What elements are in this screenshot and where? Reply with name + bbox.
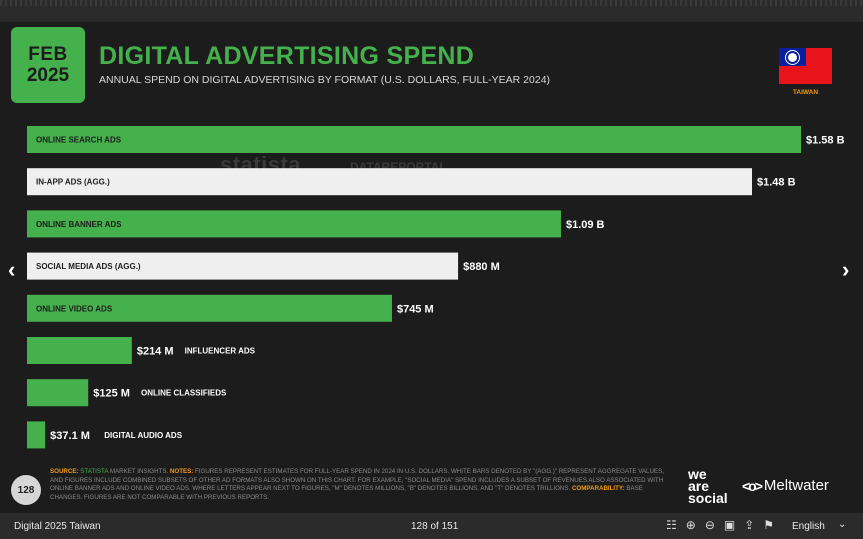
bar-chart: $1.58 B ONLINE SEARCH ADS $1.48 B IN-APP AD… bbox=[27, 126, 845, 449]
bar bbox=[27, 379, 89, 407]
source-label: SOURCE: bbox=[50, 468, 79, 475]
next-slide-arrow-icon[interactable]: › bbox=[842, 257, 850, 282]
badge-month: FEB bbox=[28, 44, 68, 65]
chevron-down-icon[interactable]: ⌄ bbox=[838, 519, 847, 530]
category-label: DIGITAL AUDIO ADS bbox=[104, 431, 182, 440]
value-label: $214 M bbox=[137, 346, 174, 358]
notes-label: NOTES: bbox=[169, 468, 194, 475]
bar bbox=[27, 168, 753, 196]
share-icon[interactable]: ⇪ bbox=[744, 518, 755, 532]
category-label: INFLUENCER ADS bbox=[185, 347, 256, 356]
previous-slide-arrow-icon[interactable]: ‹ bbox=[8, 257, 16, 282]
value-label: $1.09 B bbox=[566, 219, 605, 231]
notes-text: FIGURES REPRESENT ESTIMATES FOR FULL-YEA… bbox=[50, 468, 664, 493]
logo-word: are bbox=[688, 478, 710, 494]
slide-subtitle: ANNUAL SPEND ON DIGITAL ADVERTISING BY F… bbox=[99, 74, 551, 86]
date-badge: FEB 2025 bbox=[11, 27, 85, 103]
badge-year: 2025 bbox=[26, 65, 70, 86]
category-label: SOCIAL MEDIA ADS (AGG.) bbox=[36, 262, 141, 271]
value-label: $1.48 B bbox=[757, 177, 796, 189]
category-label: ONLINE CLASSIFIEDS bbox=[141, 389, 227, 398]
bar bbox=[27, 421, 46, 449]
viewer-toolbar: Digital 2025 Taiwan 128 of 151 ☷ ⊕ ⊖ ▣ ⇪… bbox=[0, 513, 863, 539]
slide-title: DIGITAL ADVERTISING SPEND bbox=[99, 42, 475, 70]
flag-icon[interactable]: ⚑ bbox=[763, 518, 775, 532]
flag-sun bbox=[788, 52, 797, 62]
comparability-label: COMPARABILITY: bbox=[571, 485, 625, 493]
value-label: $745 M bbox=[397, 303, 434, 315]
bar bbox=[27, 294, 392, 322]
zoom-out-icon[interactable]: ⊖ bbox=[704, 518, 715, 532]
category-label: ONLINE SEARCH ADS bbox=[36, 136, 122, 145]
page-indicator: 128 of 151 bbox=[411, 521, 459, 532]
toolbar-icons: ☷ ⊕ ⊖ ▣ ⇪ ⚑ bbox=[666, 518, 774, 532]
bar bbox=[27, 126, 801, 153]
top-frame-pattern bbox=[0, 0, 863, 6]
zoom-in-icon[interactable]: ⊕ bbox=[685, 518, 696, 532]
meltwater-wordmark: Meltwater bbox=[763, 477, 829, 494]
value-label: $880 M bbox=[463, 261, 500, 273]
taiwan-flag-icon bbox=[779, 48, 832, 84]
page-number-badge: 128 bbox=[11, 475, 41, 505]
value-label: $125 M bbox=[93, 388, 130, 400]
slide: FEB 2025 DIGITAL ADVERTISING SPEND ANNUA… bbox=[0, 22, 863, 513]
we-are-social-logo: we are social bbox=[688, 466, 728, 506]
category-label: ONLINE BANNER ADS bbox=[36, 220, 122, 229]
bar bbox=[27, 210, 561, 238]
meltwater-mark-icon: <o> bbox=[742, 477, 763, 494]
logo-word: social bbox=[688, 490, 728, 506]
bar bbox=[27, 337, 132, 364]
meltwater-logo: <o> Meltwater bbox=[742, 477, 829, 494]
fit-screen-icon[interactable]: ▣ bbox=[723, 518, 736, 532]
category-label: ONLINE VIDEO ADS bbox=[36, 304, 113, 313]
comparability-text: BASE CHANGES. FIGURES ARE NOT COMPARABLE… bbox=[50, 485, 643, 501]
grid-icon[interactable]: ☷ bbox=[666, 518, 677, 532]
language-select[interactable]: English bbox=[792, 521, 825, 532]
flag-canton bbox=[779, 48, 806, 66]
value-label: $1.58 B bbox=[806, 135, 845, 147]
top-frame-bar bbox=[0, 0, 863, 22]
logo-word: we bbox=[688, 466, 707, 482]
bar bbox=[27, 252, 459, 280]
value-label: $37.1 M bbox=[50, 430, 90, 442]
source-text: MARKET INSIGHTS. bbox=[108, 468, 170, 475]
category-label: IN-APP ADS (AGG.) bbox=[36, 178, 110, 187]
document-title: Digital 2025 Taiwan bbox=[14, 521, 101, 532]
country-label: TAIWAN bbox=[792, 89, 819, 96]
footnote: SOURCE: STATISTA MARKET INSIGHTS. NOTES:… bbox=[50, 468, 670, 502]
source-name: STATISTA bbox=[80, 468, 109, 475]
